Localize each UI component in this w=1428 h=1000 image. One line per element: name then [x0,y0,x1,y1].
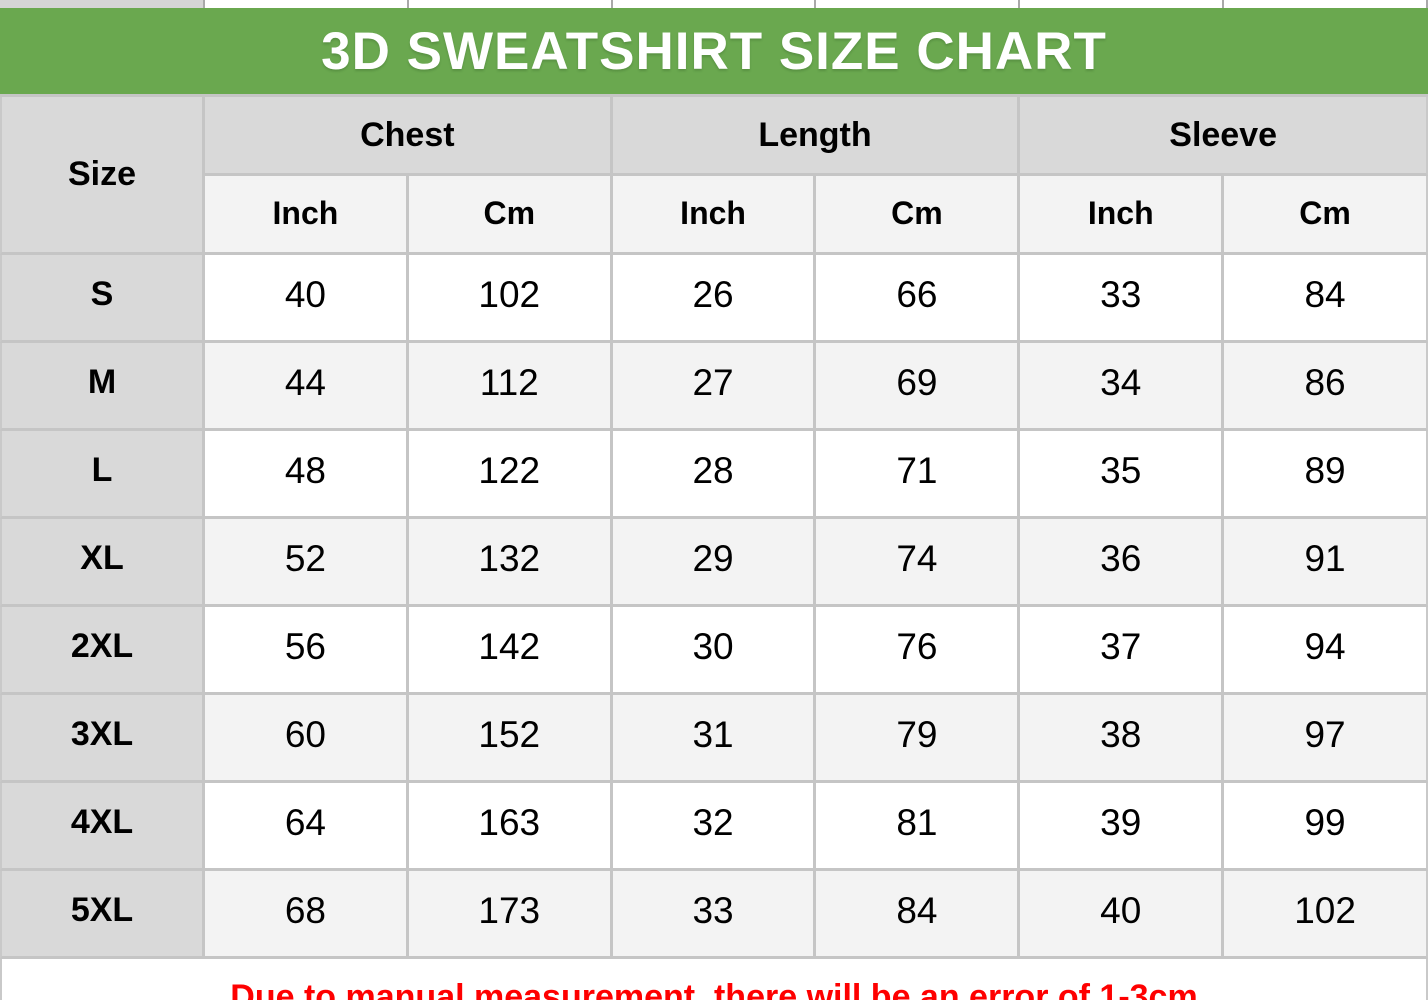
value-cell: 152 [408,695,613,783]
value-cell: 173 [408,871,613,959]
value-cell: 132 [408,519,613,607]
value-cell: 35 [1020,431,1225,519]
value-cell: 37 [1020,607,1225,695]
group-header-length: Length [612,97,1021,176]
title-bar: 3D SWEATSHIRT SIZE CHART [0,8,1428,97]
value-cell: 29 [612,519,817,607]
group-header-row: Size Chest Length Sleeve [0,97,1428,255]
value-cell: 66 [816,255,1021,343]
note-row: Due to manual measurement, there will be… [0,959,1428,1000]
size-cell: XL [0,519,205,607]
unit-header-chest-cm: Cm [408,176,613,255]
value-cell: 74 [816,519,1021,607]
value-cell: 112 [408,343,613,431]
value-cell: 64 [205,783,409,871]
title-bar-cell: 3D SWEATSHIRT SIZE CHART [0,8,1428,97]
size-cell: 3XL [0,695,205,783]
value-cell: 163 [408,783,613,871]
value-cell: 27 [612,343,817,431]
size-column-header: Size [0,97,205,255]
unit-header-length-inch: Inch [612,176,817,255]
value-cell: 36 [1020,519,1225,607]
table-row: S 40 102 26 66 33 84 [0,255,1428,343]
table-row: 4XL 64 163 32 81 39 99 [0,783,1428,871]
table-row: 3XL 60 152 31 79 38 97 [0,695,1428,783]
value-cell: 122 [408,431,613,519]
unit-header-sleeve-cm: Cm [1224,176,1428,255]
grid-cell [612,0,817,8]
value-cell: 91 [1224,519,1428,607]
value-cell: 68 [205,871,409,959]
value-cell: 30 [612,607,817,695]
group-header-sleeve: Sleeve [1020,97,1428,176]
page-title: 3D SWEATSHIRT SIZE CHART [321,21,1107,81]
value-cell: 84 [816,871,1021,959]
value-cell: 32 [612,783,817,871]
size-cell: L [0,431,205,519]
size-cell: 5XL [0,871,205,959]
value-cell: 52 [205,519,409,607]
value-cell: 33 [1020,255,1225,343]
grid-cell [205,0,409,8]
value-cell: 94 [1224,607,1428,695]
size-cell: M [0,343,205,431]
value-cell: 39 [1020,783,1225,871]
unit-header-row: Inch Cm Inch Cm Inch Cm [0,176,1428,255]
unit-header-chest-inch: Inch [205,176,409,255]
size-cell: 4XL [0,783,205,871]
group-header-chest: Chest [205,97,613,176]
value-cell: 38 [1020,695,1225,783]
value-cell: 142 [408,607,613,695]
value-cell: 102 [1224,871,1428,959]
grid-cell [408,0,613,8]
grid-cell [1224,0,1428,8]
value-cell: 71 [816,431,1021,519]
grid-cell [816,0,1021,8]
value-cell: 84 [1224,255,1428,343]
value-cell: 56 [205,607,409,695]
value-cell: 79 [816,695,1021,783]
size-cell: 2XL [0,607,205,695]
value-cell: 102 [408,255,613,343]
value-cell: 81 [816,783,1021,871]
grid-cell [1020,0,1225,8]
value-cell: 34 [1020,343,1225,431]
value-cell: 40 [205,255,409,343]
grid-cell [0,0,205,8]
top-partial-gridline-row [0,0,1428,8]
value-cell: 69 [816,343,1021,431]
value-cell: 99 [1224,783,1428,871]
value-cell: 40 [1020,871,1225,959]
value-cell: 26 [612,255,817,343]
table-row: 5XL 68 173 33 84 40 102 [0,871,1428,959]
table-row: M 44 112 27 69 34 86 [0,343,1428,431]
value-cell: 60 [205,695,409,783]
table-row: XL 52 132 29 74 36 91 [0,519,1428,607]
unit-header-sleeve-inch: Inch [1020,176,1225,255]
value-cell: 28 [612,431,817,519]
value-cell: 89 [1224,431,1428,519]
table-row: L 48 122 28 71 35 89 [0,431,1428,519]
size-cell: S [0,255,205,343]
value-cell: 97 [1224,695,1428,783]
value-cell: 76 [816,607,1021,695]
unit-header-length-cm: Cm [816,176,1021,255]
value-cell: 44 [205,343,409,431]
table-row: 2XL 56 142 30 76 37 94 [0,607,1428,695]
value-cell: 31 [612,695,817,783]
value-cell: 86 [1224,343,1428,431]
value-cell: 33 [612,871,817,959]
value-cell: 48 [205,431,409,519]
measurement-note: Due to manual measurement, there will be… [0,959,1428,1000]
